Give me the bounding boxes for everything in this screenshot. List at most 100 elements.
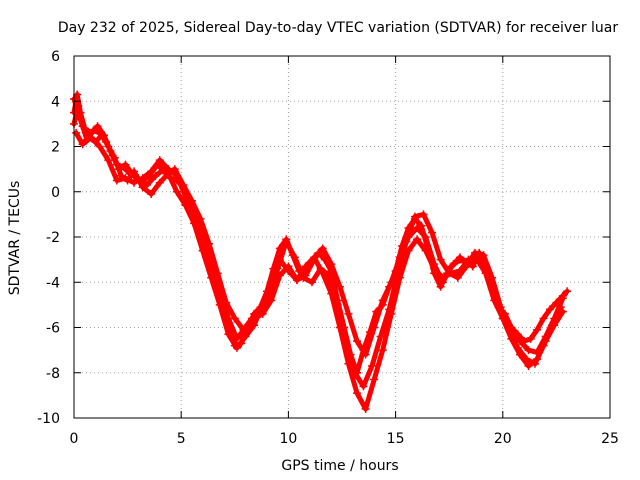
x-tick-label: 0	[70, 431, 79, 447]
data-point	[353, 337, 362, 346]
y-tick-label: -6	[46, 321, 60, 337]
data-point	[292, 275, 301, 284]
data-point	[361, 350, 370, 359]
data-point	[310, 255, 319, 264]
data-point	[112, 176, 121, 185]
data-point	[327, 260, 336, 269]
data-point	[241, 323, 250, 332]
series-trace	[73, 130, 566, 358]
data-point	[413, 235, 422, 244]
data-point	[284, 262, 293, 271]
data-point	[490, 296, 499, 305]
data-point	[138, 174, 147, 183]
series-track-d	[72, 128, 567, 359]
data-point	[428, 228, 437, 237]
data-point	[72, 128, 81, 137]
data-point	[417, 221, 426, 230]
data-point	[550, 314, 559, 323]
data-point	[232, 343, 241, 352]
data-point	[215, 287, 224, 296]
data-point	[464, 260, 473, 269]
data-point	[370, 323, 379, 332]
chart-title: Day 232 of 2025, Sidereal Day-to-day VTE…	[58, 20, 619, 36]
data-point	[368, 361, 377, 370]
x-axis-label: GPS time / hours	[281, 458, 398, 474]
data-point	[115, 165, 124, 174]
data-point	[138, 183, 147, 192]
data-point	[524, 346, 533, 355]
data-point	[147, 190, 156, 199]
data-point	[181, 192, 190, 201]
x-tick-label: 25	[601, 431, 619, 447]
series-trace	[71, 96, 564, 389]
data-point	[430, 260, 439, 269]
data-point	[333, 300, 342, 309]
data-point	[378, 346, 387, 355]
y-tick-label: 6	[51, 49, 60, 65]
data-point	[359, 382, 368, 391]
y-tick-label: 4	[51, 94, 60, 110]
data-point	[522, 355, 531, 364]
data-point	[545, 305, 554, 314]
data-point	[172, 187, 181, 196]
data-point	[507, 328, 516, 337]
data-point	[387, 278, 396, 287]
data-point	[273, 264, 282, 273]
data-point	[353, 389, 362, 398]
data-point	[410, 212, 419, 221]
data-point	[121, 174, 130, 183]
data-point	[172, 171, 181, 180]
y-tick-label: -4	[46, 275, 60, 291]
data-point	[224, 314, 233, 323]
data-point	[224, 330, 233, 339]
data-point	[436, 282, 445, 291]
data-point	[121, 160, 130, 169]
data-point	[470, 248, 479, 257]
data-point	[376, 332, 385, 341]
data-point	[344, 309, 353, 318]
data-point	[421, 233, 430, 241]
series-track-c	[70, 94, 565, 391]
data-point	[533, 348, 542, 357]
data-point	[89, 126, 98, 135]
data-point	[455, 255, 464, 264]
data-point	[95, 142, 104, 151]
data-point	[438, 278, 447, 287]
data-point	[95, 128, 104, 137]
data-point	[385, 305, 394, 314]
data-point	[198, 246, 207, 255]
data-point	[73, 90, 82, 99]
data-point	[515, 337, 524, 346]
data-point	[526, 334, 535, 343]
data-point	[127, 169, 136, 178]
data-point	[250, 314, 259, 323]
y-tick-label: 2	[51, 140, 60, 156]
data-point	[282, 237, 291, 246]
data-point	[479, 251, 488, 260]
data-point	[563, 287, 572, 296]
data-point	[395, 253, 404, 262]
data-point	[404, 233, 413, 241]
data-point	[250, 321, 259, 330]
data-point	[104, 156, 113, 165]
data-point	[162, 169, 171, 178]
data-point	[241, 332, 250, 341]
data-point	[147, 167, 156, 176]
data-point	[290, 253, 299, 262]
data-point	[258, 309, 267, 318]
data-point	[370, 375, 379, 384]
data-point	[524, 361, 533, 370]
data-point	[481, 269, 490, 278]
data-point	[108, 151, 117, 160]
data-point	[102, 137, 111, 146]
data-point	[78, 140, 87, 149]
data-point	[87, 133, 96, 142]
x-tick-label: 15	[387, 431, 405, 447]
data-point	[325, 271, 334, 280]
axis-ticks: 0 5 10 15 20 25 -10 -8 -6 -4 -2 0 2 4 6	[37, 49, 619, 447]
data-point	[267, 296, 276, 305]
data-point	[207, 255, 216, 264]
data-point	[541, 332, 550, 341]
data-point	[190, 210, 199, 219]
